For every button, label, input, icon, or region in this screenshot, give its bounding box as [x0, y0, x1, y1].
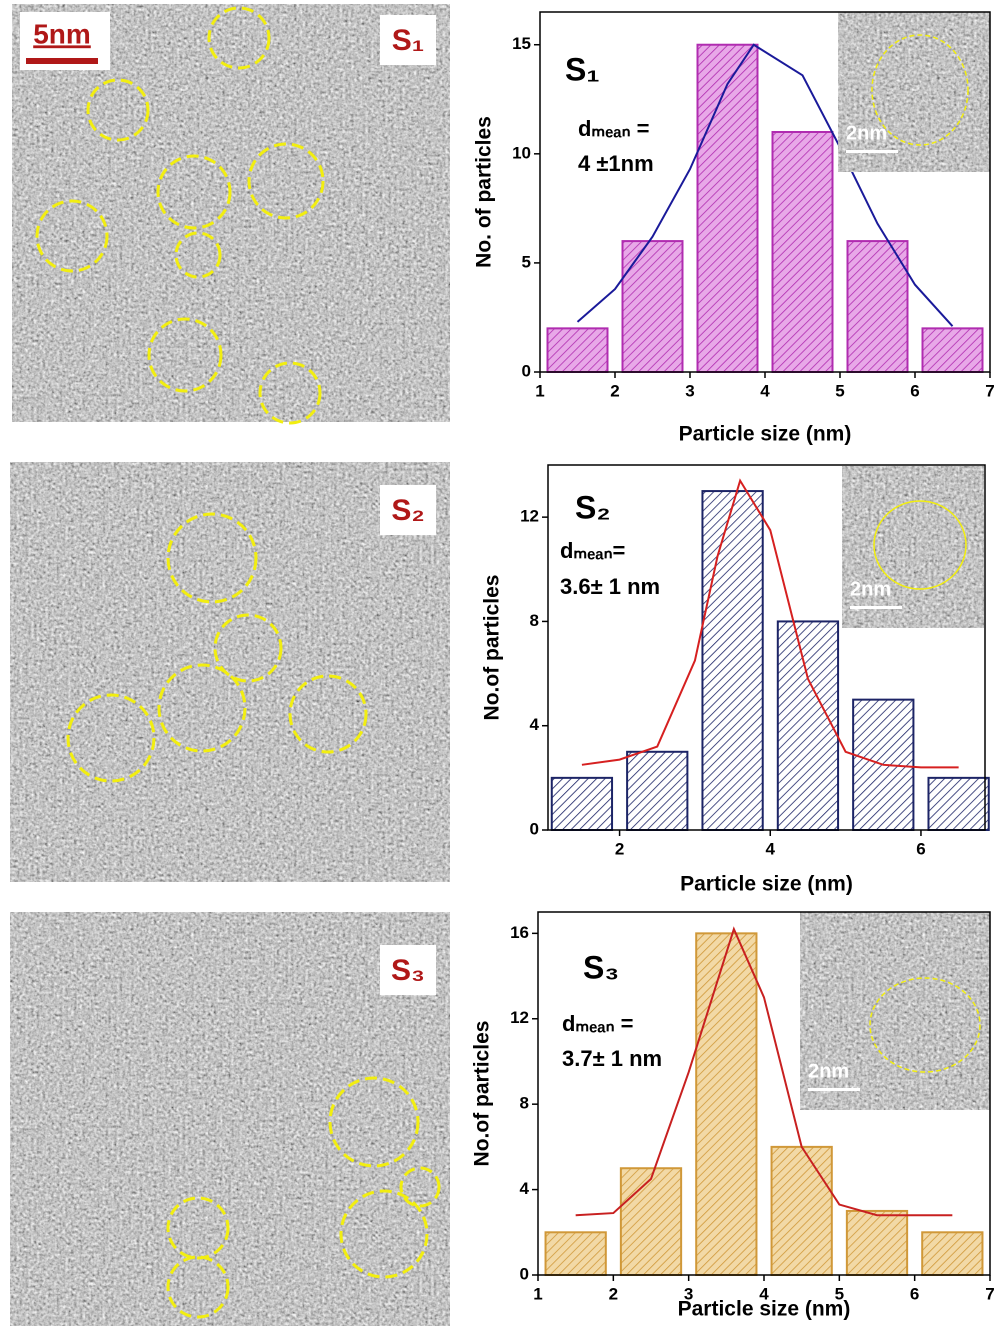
bar	[847, 1211, 907, 1275]
y-tick-label: 8	[520, 1094, 529, 1113]
scale-bar	[26, 58, 98, 64]
bar	[552, 778, 612, 830]
x-tick-label: 5	[835, 381, 844, 400]
y-tick-label: 12	[520, 507, 539, 526]
annotation: 3.7± 1 nm	[562, 1046, 662, 1071]
bar	[773, 132, 833, 372]
annotation: 3.6± 1 nm	[560, 574, 660, 599]
annotation: dₘₑₐₙ =	[578, 116, 649, 141]
x-tick-label: 4	[760, 381, 770, 400]
inset-scale-label: 2nm	[846, 122, 887, 144]
y-axis-label: No.of particles	[481, 575, 504, 721]
sample-label: S₁	[392, 24, 424, 57]
y-tick-label: 0	[520, 1264, 529, 1283]
bar	[621, 1168, 681, 1275]
inset-scale-label: 2nm	[808, 1060, 849, 1082]
y-tick-label: 4	[520, 1179, 530, 1198]
y-axis-label: No. of particles	[473, 116, 496, 268]
bar	[702, 491, 762, 830]
bar	[548, 328, 608, 372]
bar	[698, 45, 758, 372]
bar	[696, 933, 756, 1275]
annotation: 4 ±1nm	[578, 151, 654, 176]
y-axis-label: No.of particles	[471, 1021, 494, 1167]
y-tick-label: 10	[512, 143, 531, 162]
x-axis-label: Particle size (nm)	[680, 873, 853, 896]
x-tick-label: 2	[609, 1284, 618, 1303]
x-tick-label: 2	[615, 839, 624, 858]
y-tick-label: 0	[522, 361, 531, 380]
bar	[922, 1232, 982, 1275]
annotation: dₘₑₐₙ=	[560, 538, 625, 563]
x-tick-label: 6	[916, 839, 925, 858]
x-tick-label: 4	[766, 839, 776, 858]
x-axis-label: Particle size (nm)	[679, 423, 852, 446]
x-tick-label: 2	[610, 381, 619, 400]
annotation: S₂	[575, 489, 611, 525]
annotation: dₘₑₐₙ =	[562, 1011, 633, 1036]
annotation: S₁	[565, 51, 600, 87]
bar	[772, 1147, 832, 1275]
y-tick-label: 15	[512, 34, 531, 53]
y-tick-label: 16	[510, 923, 529, 942]
sample-label: S₃	[391, 954, 425, 987]
x-tick-label: 1	[535, 381, 544, 400]
y-tick-label: 5	[522, 252, 531, 271]
inset-scale-bar	[850, 606, 902, 609]
y-tick-label: 0	[530, 819, 539, 838]
y-tick-label: 8	[530, 611, 539, 630]
bar	[627, 752, 687, 830]
inset-scale-bar	[808, 1088, 860, 1091]
x-tick-label: 7	[985, 1284, 994, 1303]
bar	[848, 241, 908, 372]
bar	[928, 778, 988, 830]
x-tick-label: 1	[533, 1284, 542, 1303]
x-tick-label: 3	[685, 381, 694, 400]
inset-image	[842, 466, 984, 628]
bar	[623, 241, 683, 372]
y-tick-label: 12	[510, 1008, 529, 1027]
inset-scale-bar	[846, 150, 898, 153]
scale-bar-label: 5nm	[33, 18, 91, 49]
bar	[778, 621, 838, 830]
y-tick-label: 4	[530, 715, 540, 734]
x-tick-label: 6	[910, 1284, 919, 1303]
bar	[546, 1232, 606, 1275]
annotation: S₃	[583, 949, 619, 985]
figure: S₁5nmS₂S₃2nm0510151234567Particle size (…	[0, 0, 998, 1326]
inset-scale-label: 2nm	[850, 578, 891, 600]
sample-label: S₂	[391, 494, 424, 527]
x-axis-label: Particle size (nm)	[678, 1298, 851, 1321]
bar	[923, 328, 983, 372]
x-tick-label: 7	[985, 381, 994, 400]
x-tick-label: 6	[910, 381, 919, 400]
